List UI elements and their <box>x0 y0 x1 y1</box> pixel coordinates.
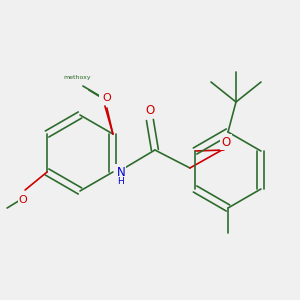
Text: O: O <box>100 92 109 102</box>
Text: H: H <box>118 178 124 187</box>
Text: O: O <box>145 103 154 116</box>
Text: N: N <box>116 166 125 178</box>
Text: O: O <box>221 136 230 148</box>
Text: methoxy: methoxy <box>63 76 91 80</box>
Text: O: O <box>19 195 28 205</box>
Text: O: O <box>103 93 111 103</box>
